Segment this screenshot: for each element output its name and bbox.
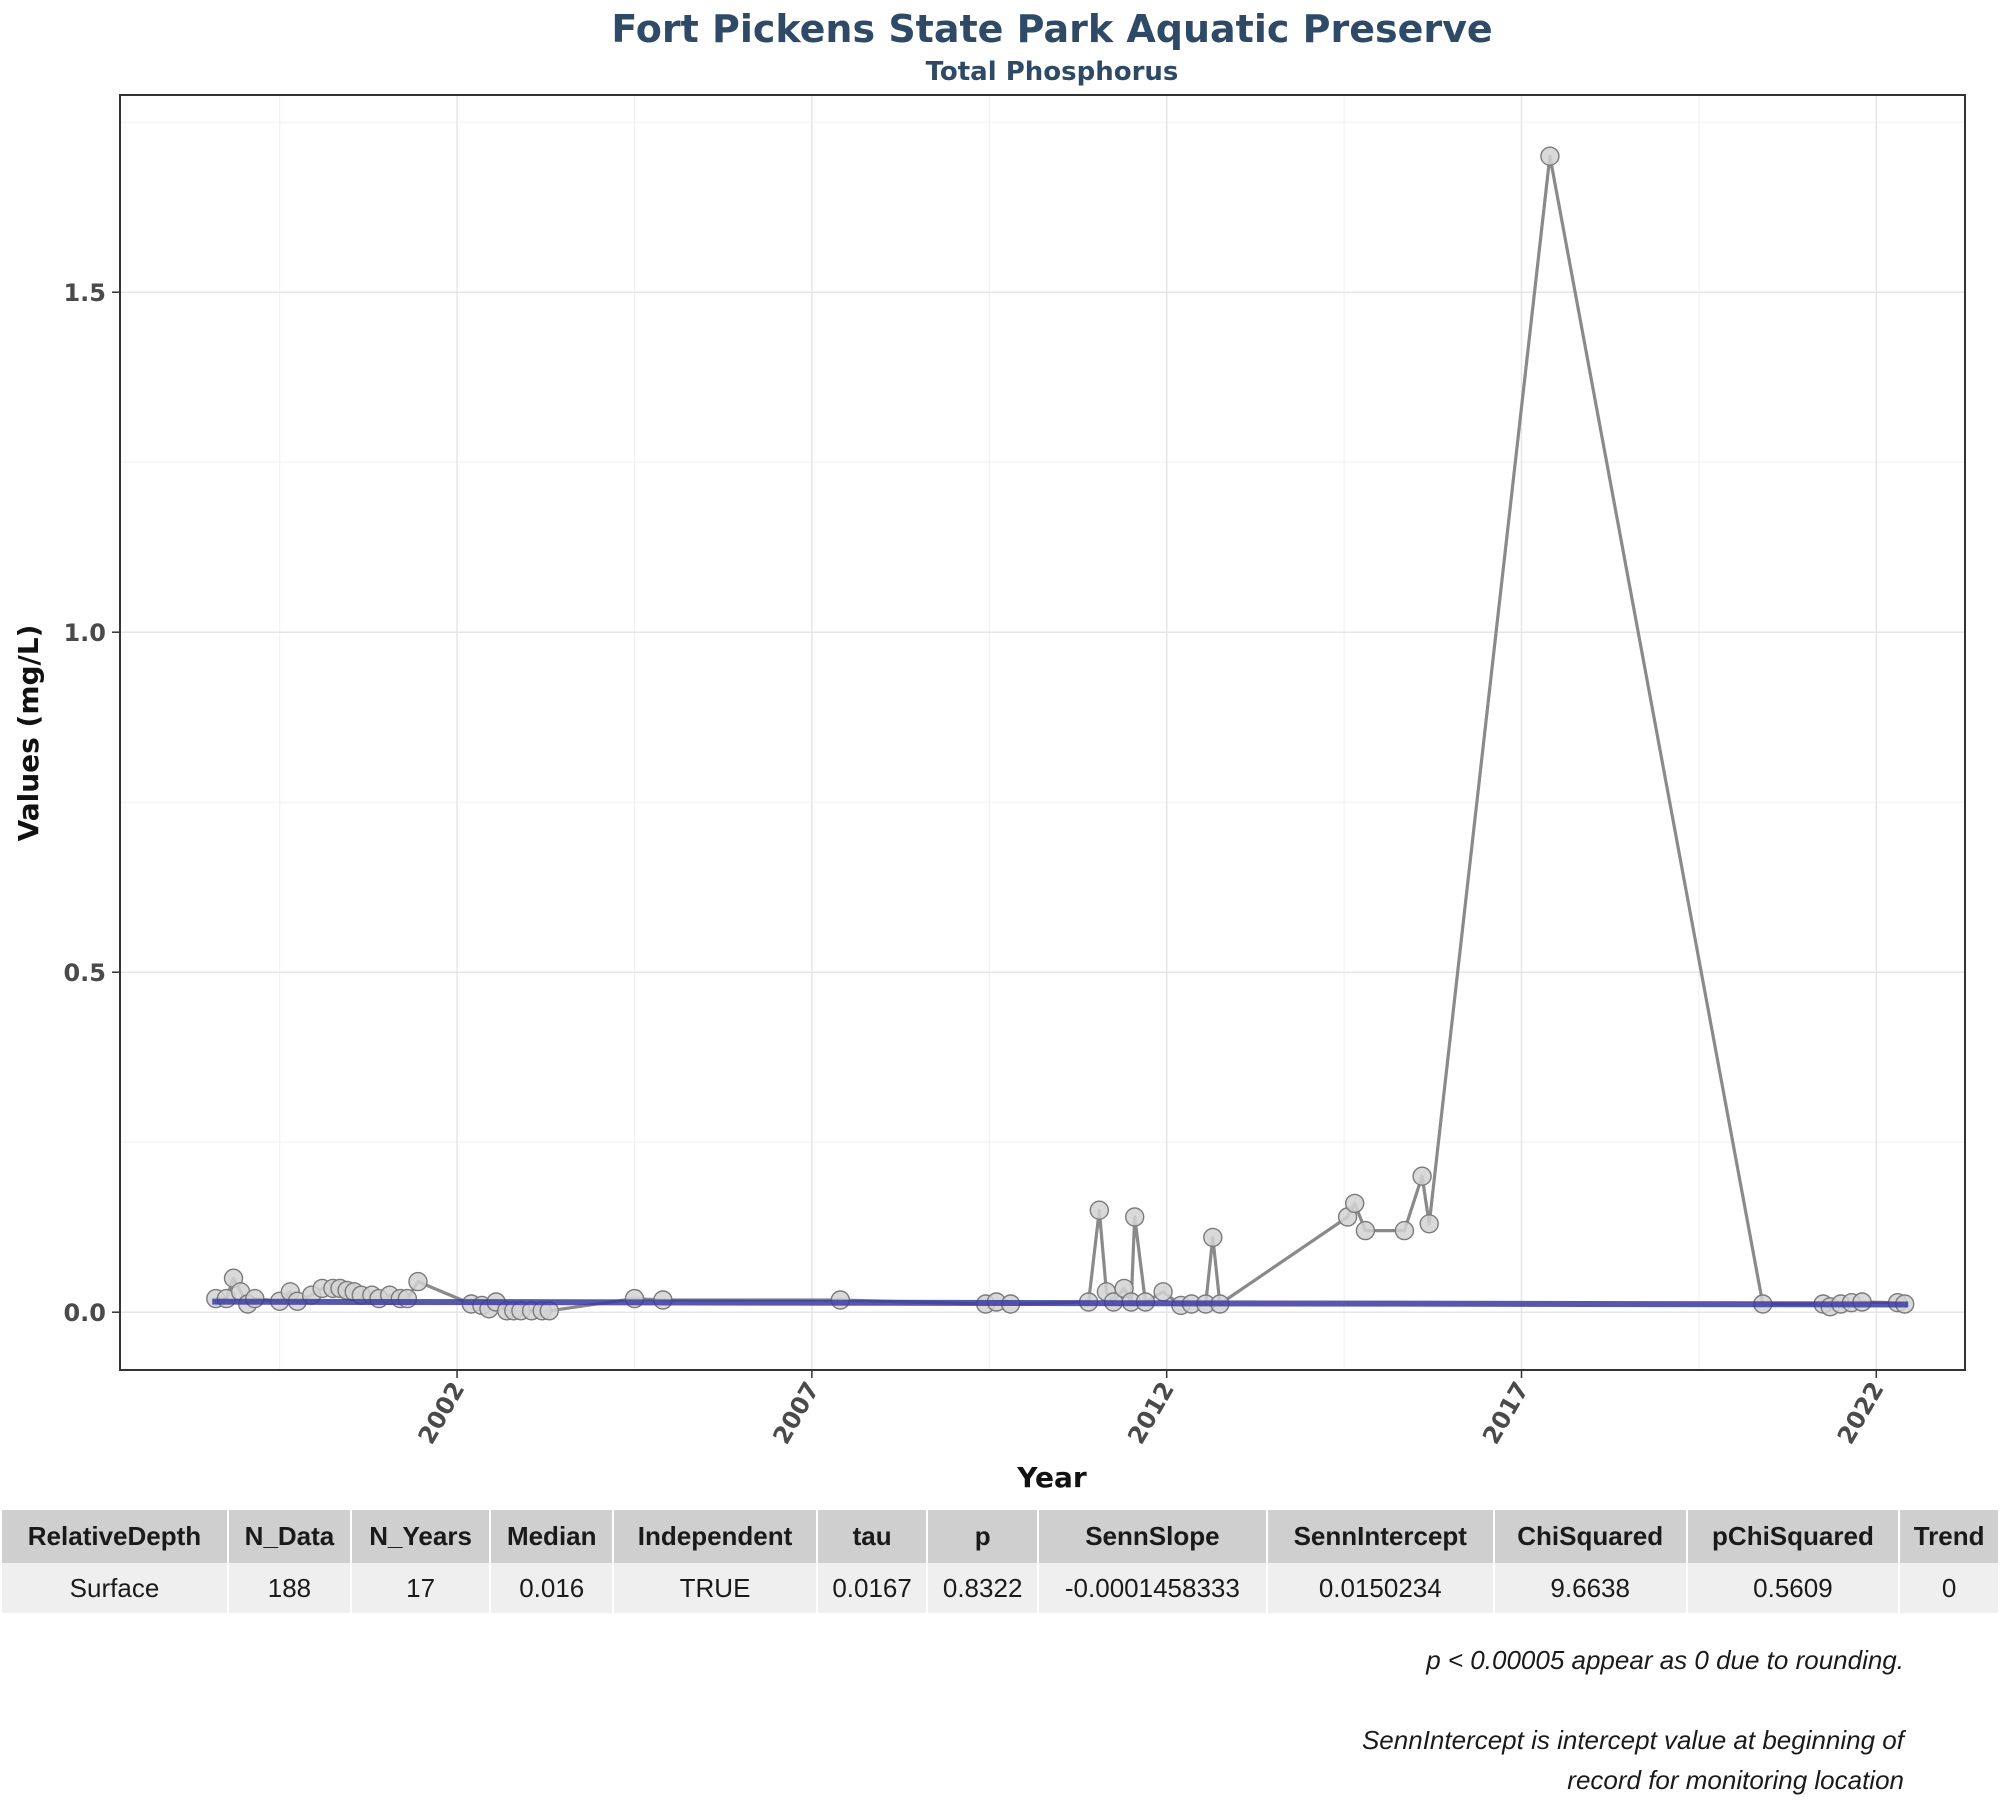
intercept-note: SennIntercept is intercept value at begi… <box>1362 1720 1904 1800</box>
data-point <box>1355 1220 1376 1241</box>
tick-labels: 2002 2007 2012 2017 2022 0.0 0.5 1.0 1.5 <box>63 279 1889 1449</box>
x-tick-label: 2017 <box>1477 1377 1535 1449</box>
cell-independent: TRUE <box>614 1563 816 1613</box>
x-tick-label: 2007 <box>767 1377 825 1449</box>
table-row: Surface 188 17 0.016 TRUE 0.0167 0.8322 … <box>2 1563 1998 1613</box>
stats-table: RelativeDepth N_Data N_Years Median Inde… <box>0 1510 2000 1613</box>
data-point <box>1540 146 1560 166</box>
y-tick-label: 1.0 <box>63 619 106 647</box>
data-point <box>1153 1282 1173 1302</box>
data-point <box>1203 1227 1223 1248</box>
data-point <box>408 1271 428 1292</box>
cell-chi-squared: 9.6638 <box>1494 1563 1686 1613</box>
col-senn-intercept: SennIntercept <box>1267 1510 1493 1563</box>
trend-line <box>212 1298 1909 1308</box>
cell-tau: 0.0167 <box>817 1563 927 1613</box>
cell-relative-depth: Surface <box>2 1563 227 1613</box>
cell-n-years: 17 <box>351 1563 490 1613</box>
col-relative-depth: RelativeDepth <box>2 1510 227 1563</box>
data-point <box>1412 1166 1432 1186</box>
x-tick-label: 2022 <box>1832 1377 1890 1449</box>
col-tau: tau <box>817 1510 927 1563</box>
cell-p-chi-squared: 0.5609 <box>1687 1563 1899 1613</box>
col-chi-squared: ChiSquared <box>1494 1510 1686 1563</box>
x-tick-label: 2012 <box>1122 1377 1180 1449</box>
intercept-note-line-2: record for monitoring location <box>1567 1765 1904 1795</box>
grid <box>120 95 1965 1370</box>
col-p: p <box>928 1510 1037 1563</box>
data-layer <box>206 146 1915 1321</box>
chart: Fort Pickens State Park Aquatic Preserve… <box>12 7 1966 1494</box>
intercept-note-line-1: SennIntercept is intercept value at begi… <box>1361 1725 1904 1755</box>
plot-panel <box>119 94 1966 1371</box>
data-point <box>1394 1220 1415 1241</box>
cell-senn-intercept: 0.0150234 <box>1267 1563 1493 1613</box>
y-axis-label: Values (mg/L) <box>12 625 45 842</box>
x-axis-label: Year <box>1016 1461 1087 1494</box>
cell-senn-slope: -0.0001458333 <box>1038 1563 1266 1613</box>
cell-trend: 0 <box>1900 1563 1998 1613</box>
col-senn-slope: SennSlope <box>1038 1510 1266 1563</box>
col-p-chi-squared: pChiSquared <box>1687 1510 1899 1563</box>
y-tick-label: 1.5 <box>63 279 106 307</box>
chart-subtitle: Total Phosphorus <box>926 57 1179 87</box>
data-point <box>1344 1193 1365 1214</box>
cell-p: 0.8322 <box>928 1563 1037 1613</box>
rounding-note: p < 0.00005 appear as 0 due to rounding. <box>1426 1645 1904 1675</box>
chart-title: Fort Pickens State Park Aquatic Preserve <box>611 7 1492 51</box>
col-median: Median <box>491 1510 613 1563</box>
y-tick-label: 0.5 <box>63 959 106 987</box>
stats-header-row: RelativeDepth N_Data N_Years Median Inde… <box>2 1510 1998 1563</box>
col-n-data: N_Data <box>228 1510 350 1563</box>
data-point <box>1089 1200 1110 1220</box>
data-point <box>1124 1207 1145 1227</box>
col-trend: Trend <box>1900 1510 1998 1563</box>
cell-median: 0.016 <box>491 1563 613 1613</box>
series-line <box>215 154 1905 1313</box>
col-independent: Independent <box>614 1510 816 1563</box>
y-tick-label: 0.0 <box>63 1299 106 1327</box>
data-point <box>245 1288 265 1309</box>
col-n-years: N_Years <box>351 1510 490 1563</box>
cell-n-data: 188 <box>228 1563 350 1613</box>
x-tick-label: 2002 <box>413 1377 471 1449</box>
data-point <box>1419 1214 1439 1234</box>
